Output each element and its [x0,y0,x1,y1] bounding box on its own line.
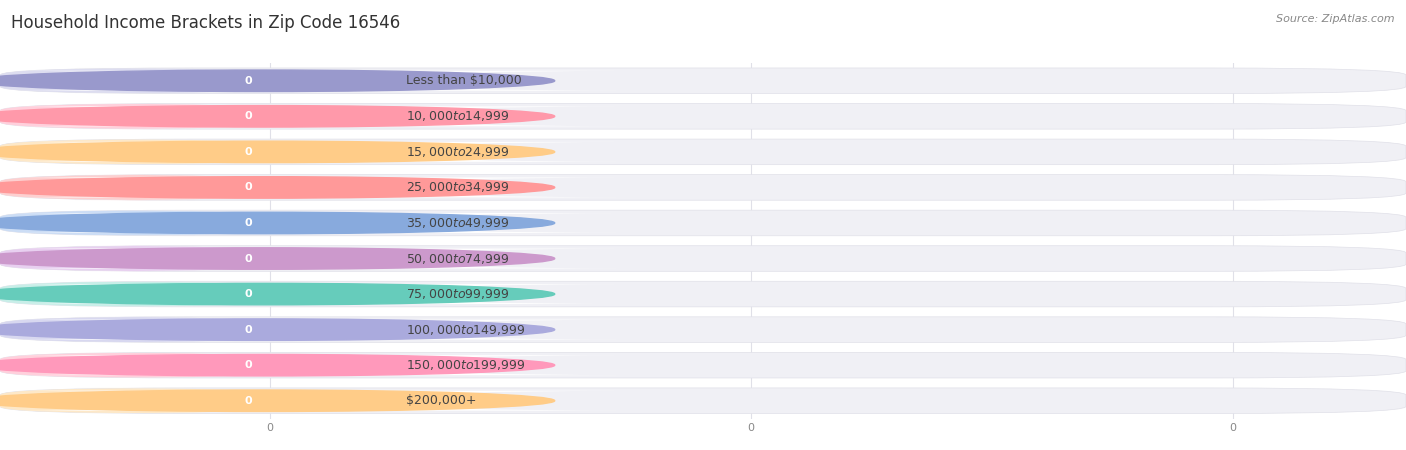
FancyBboxPatch shape [0,246,1406,271]
Text: 0: 0 [245,253,252,264]
FancyBboxPatch shape [0,175,270,200]
FancyBboxPatch shape [66,285,432,303]
FancyBboxPatch shape [0,68,1406,94]
Text: Source: ZipAtlas.com: Source: ZipAtlas.com [1277,14,1395,23]
Circle shape [0,106,555,127]
FancyBboxPatch shape [0,281,270,307]
Circle shape [0,212,555,234]
FancyBboxPatch shape [0,68,270,94]
FancyBboxPatch shape [0,175,1406,200]
Text: 0: 0 [245,289,252,299]
FancyBboxPatch shape [66,321,432,338]
Circle shape [0,177,555,198]
FancyBboxPatch shape [0,352,1406,378]
Text: $25,000 to $34,999: $25,000 to $34,999 [406,180,510,194]
FancyBboxPatch shape [66,356,432,374]
FancyBboxPatch shape [0,388,270,414]
Text: $200,000+: $200,000+ [406,394,477,407]
FancyBboxPatch shape [66,250,432,267]
FancyBboxPatch shape [0,388,1406,414]
FancyBboxPatch shape [0,213,643,233]
FancyBboxPatch shape [0,391,643,411]
Text: $150,000 to $199,999: $150,000 to $199,999 [406,358,526,372]
FancyBboxPatch shape [66,392,432,410]
FancyBboxPatch shape [0,177,643,198]
Circle shape [0,284,555,305]
FancyBboxPatch shape [0,104,270,129]
Circle shape [0,319,555,340]
Text: 0: 0 [245,182,252,193]
Text: 0: 0 [245,76,252,86]
FancyBboxPatch shape [0,355,643,375]
Text: 0: 0 [245,147,252,157]
Text: $100,000 to $149,999: $100,000 to $149,999 [406,323,526,337]
FancyBboxPatch shape [0,352,270,378]
FancyBboxPatch shape [66,214,432,232]
FancyBboxPatch shape [0,281,1406,307]
FancyBboxPatch shape [0,317,1406,342]
FancyBboxPatch shape [66,72,432,90]
FancyBboxPatch shape [0,320,643,340]
Text: $15,000 to $24,999: $15,000 to $24,999 [406,145,510,159]
Text: 0: 0 [245,111,252,122]
FancyBboxPatch shape [0,317,270,342]
Text: $35,000 to $49,999: $35,000 to $49,999 [406,216,510,230]
FancyBboxPatch shape [0,139,1406,165]
FancyBboxPatch shape [0,248,643,269]
Text: $75,000 to $99,999: $75,000 to $99,999 [406,287,510,301]
Circle shape [0,141,555,162]
FancyBboxPatch shape [66,143,432,161]
FancyBboxPatch shape [0,210,1406,236]
FancyBboxPatch shape [0,139,270,165]
FancyBboxPatch shape [0,246,270,271]
FancyBboxPatch shape [0,284,643,304]
FancyBboxPatch shape [0,210,270,236]
FancyBboxPatch shape [0,142,643,162]
FancyBboxPatch shape [0,106,643,126]
Text: $50,000 to $74,999: $50,000 to $74,999 [406,252,510,266]
FancyBboxPatch shape [66,108,432,125]
Text: Household Income Brackets in Zip Code 16546: Household Income Brackets in Zip Code 16… [11,14,401,32]
Text: 0: 0 [245,396,252,406]
FancyBboxPatch shape [66,179,432,196]
Circle shape [0,355,555,376]
FancyBboxPatch shape [0,104,1406,129]
Circle shape [0,248,555,269]
Circle shape [0,70,555,91]
Text: 0: 0 [245,218,252,228]
Text: Less than $10,000: Less than $10,000 [406,74,522,87]
Text: 0: 0 [245,324,252,335]
Text: $10,000 to $14,999: $10,000 to $14,999 [406,109,510,123]
FancyBboxPatch shape [0,71,643,91]
Text: 0: 0 [245,360,252,370]
Circle shape [0,390,555,411]
